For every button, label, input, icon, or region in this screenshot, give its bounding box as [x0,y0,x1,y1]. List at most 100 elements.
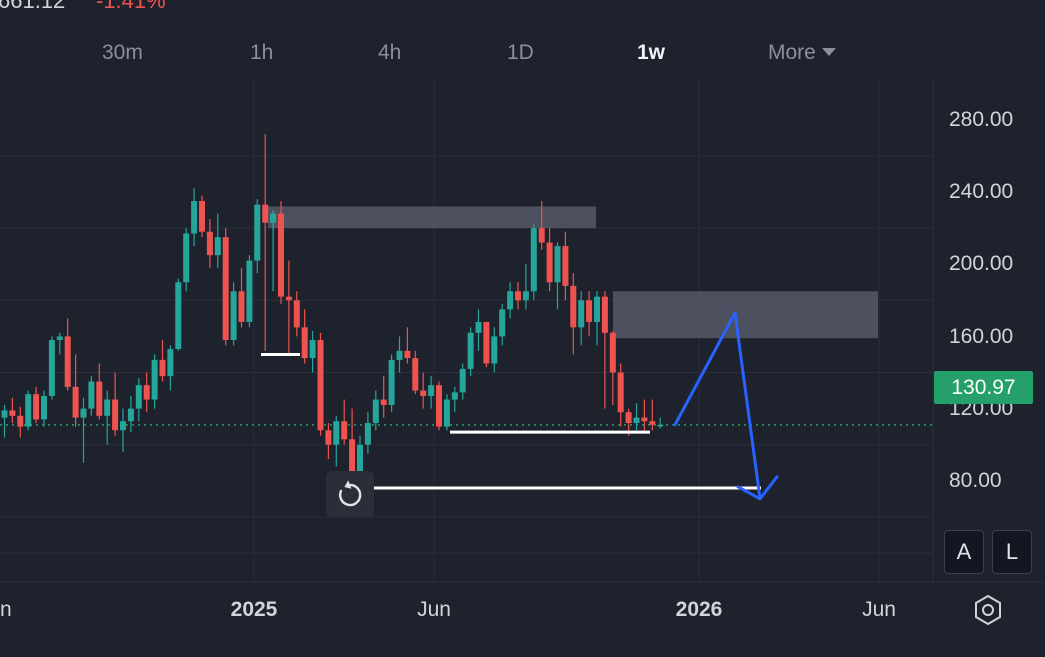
candle-body [491,336,498,364]
candle-body [191,201,198,234]
candle-body [483,321,490,364]
projection-arrow [673,311,779,501]
x-tick: 2026 [675,598,723,621]
candle-body [246,260,253,322]
chevron-down-icon [821,48,836,56]
candle-body [349,439,356,478]
auto-scale-button[interactable]: A [944,530,984,574]
timeframe-4h[interactable]: 4h [378,41,402,64]
candle-body [412,358,419,391]
timeframe-1h[interactable]: 1h [250,41,274,64]
candle-body [467,332,474,369]
projection-path [673,311,762,501]
candle-body [609,332,616,373]
candle-body [175,282,182,350]
support-lines [261,352,761,490]
candle-body [301,327,308,359]
y-tick: 280.00 [949,108,1014,131]
chart-grid [0,80,1045,583]
resistance-zones [268,206,878,339]
candle-body [530,228,537,292]
candle-body [72,386,79,418]
candle-body [364,423,371,445]
price-change: -1.41% [96,0,166,13]
x-tick: n [0,598,12,621]
candle-body [428,385,435,396]
candle-body [262,204,269,223]
candle-body [112,399,119,431]
candle-body [475,321,482,333]
resistance-zone [613,291,878,339]
timeframe-30m[interactable]: 30m [102,41,143,64]
candle-body [420,390,427,396]
candle-body [270,213,277,223]
candle-body [388,359,395,405]
candle-body [214,237,221,256]
candle-body [285,296,292,301]
last-price: 661.12 [0,0,66,13]
timeframe-1w[interactable]: 1w [637,41,666,64]
candle-body [372,399,379,424]
candle-body [546,242,553,283]
timeframe-1d[interactable]: 1D [507,41,534,64]
candle-body [238,291,245,322]
timeframe-bar: 30m 1h 4h 1D 1w More [0,22,1045,80]
arrow-head [736,475,779,501]
candle-body [507,291,514,310]
reset-icon [339,480,362,507]
candle-body [633,417,640,424]
candle-body [522,291,529,301]
candle-body [64,336,71,387]
candle-body [436,385,442,427]
y-tick: 240.00 [949,180,1014,203]
candle-body [56,336,63,341]
more-timeframes-button[interactable]: More [768,41,836,65]
candle-body [1,410,8,418]
candle-body [562,246,569,286]
candle-body [254,204,261,261]
x-tick: 2025 [230,598,278,621]
log-scale-button[interactable]: L [992,530,1032,574]
candle-body [278,213,284,297]
candle-body [404,350,411,359]
candle-body [451,392,458,400]
candle-body [230,291,237,341]
candle-body [617,372,624,413]
top-quote-strip: 661.12 -1.41% [0,0,1045,22]
candle-body [459,368,466,393]
candle-body [206,231,213,256]
candle-body [396,350,403,360]
candle-body [9,410,16,416]
candle-body [41,395,47,420]
candle-body [293,300,300,328]
reset-chart-button[interactable] [326,471,374,517]
candle-body [570,285,577,328]
candle-body [135,385,142,409]
settings-icon[interactable] [972,594,1004,626]
candle-body [183,233,190,283]
candle-body [380,399,387,405]
candle-body [151,359,158,400]
candle-body [443,399,450,427]
candle-body [127,408,134,422]
candle-body [309,340,316,359]
y-tick: 200.00 [949,252,1014,275]
candle-body [167,349,174,377]
candle-body [17,415,24,427]
candle-body [641,417,648,422]
candle-body [341,421,348,440]
candle-body [649,421,656,425]
candle-body [586,300,593,322]
candle-body [601,296,608,333]
current-price-tag: 130.97 [934,371,1033,404]
candle-body [48,340,55,396]
candle-body [578,300,585,328]
candle-body [625,412,632,424]
candle-body [80,408,87,418]
candle-body [143,385,150,400]
y-tick: 80.00 [949,469,1002,492]
candle-body [25,394,32,427]
x-tick: Jun [417,598,451,621]
candle-body [499,309,506,337]
